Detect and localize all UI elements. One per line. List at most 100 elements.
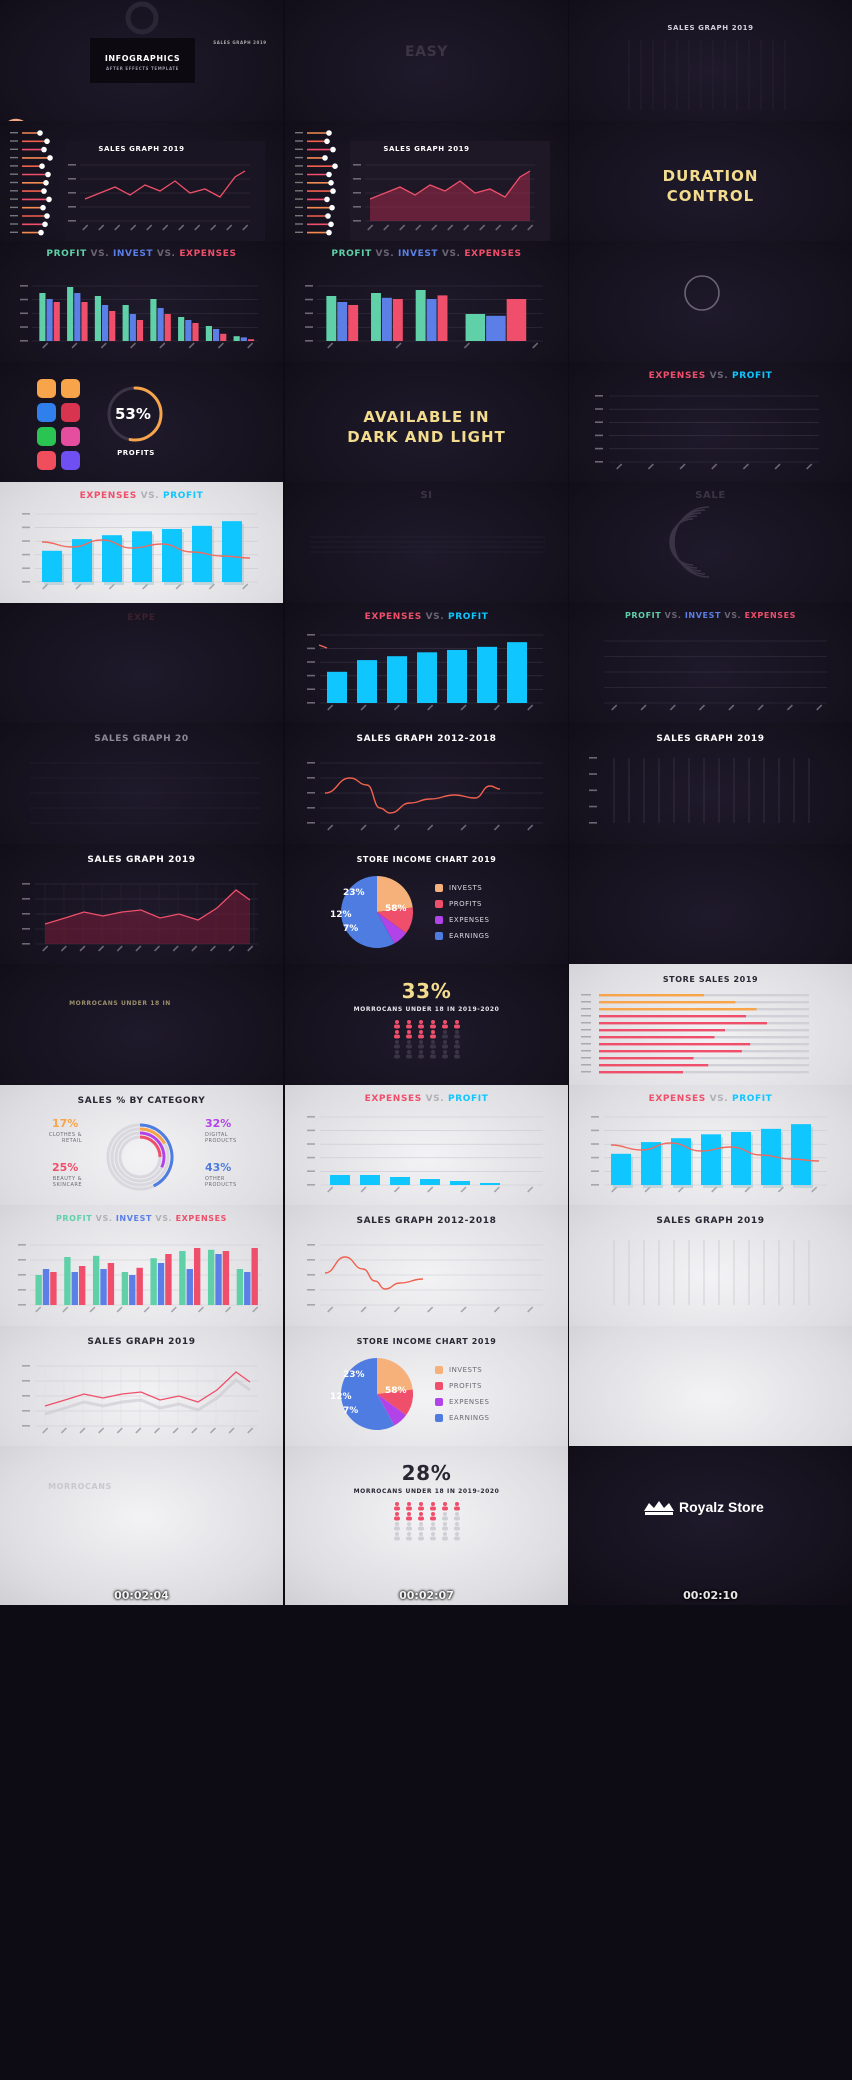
area-fill [370, 170, 530, 221]
headline-1: AVAILABLE IN [363, 407, 490, 426]
tick-label [591, 1115, 599, 1118]
tick-label [247, 342, 254, 349]
person-icon [455, 1020, 459, 1024]
app-icon[interactable] [61, 426, 80, 446]
tick-label [130, 223, 137, 231]
tick-label [217, 342, 224, 349]
tick-label [493, 703, 500, 711]
tick-label [393, 1185, 400, 1193]
person-icon [431, 1040, 435, 1044]
tick-label [22, 1394, 30, 1397]
bar [599, 1064, 709, 1067]
pie-slice [377, 911, 407, 944]
bar [507, 641, 527, 703]
arc [671, 512, 702, 572]
chart-title: STORE INCOME CHART 2019 [356, 1336, 497, 1346]
bar [129, 1275, 136, 1305]
tick-label [247, 944, 254, 952]
bar [599, 1050, 742, 1053]
tick-label [191, 1426, 198, 1434]
tick-label [42, 944, 49, 952]
title-word: PROFIT [624, 610, 662, 620]
tick-label [98, 944, 105, 952]
app-icon[interactable] [61, 402, 80, 422]
slider-handle [41, 146, 47, 152]
person-icon [443, 1040, 447, 1044]
slider-label [10, 181, 18, 183]
title-word: PROFIT [163, 491, 204, 501]
tick-label [68, 163, 76, 166]
tick-label [62, 1306, 69, 1313]
tick-label [360, 1306, 367, 1313]
slider-label [10, 197, 18, 200]
big-stat: 28% [401, 1461, 452, 1485]
video-frame-38[interactable]: 28% MORROCANS UNDER 18 IN 2019-2020 00:02:… [285, 1446, 568, 1605]
tick-label [307, 1183, 315, 1186]
app-icon[interactable] [61, 450, 80, 470]
app-icon[interactable] [61, 378, 80, 398]
app-icon[interactable] [37, 378, 56, 398]
tick-label [353, 219, 361, 222]
bar [42, 1269, 50, 1305]
tick-label [172, 1426, 179, 1434]
tick-label [327, 824, 334, 831]
tick-label [581, 1036, 591, 1038]
app-icon[interactable] [37, 426, 56, 446]
slider-label [10, 131, 18, 133]
tick-label [252, 1306, 259, 1313]
app-icon[interactable] [37, 450, 56, 470]
corner-label: SALES GRAPH 2019 [213, 40, 267, 45]
frame-graphic [106, 1123, 174, 1190]
tick-label [581, 1043, 591, 1045]
person-icon [406, 1034, 412, 1039]
person-icon [431, 1512, 435, 1516]
title-word: EXPENSES [648, 1093, 706, 1104]
person-icon [418, 1054, 424, 1059]
person-icon [431, 1050, 435, 1054]
title-word: EXPENSES [179, 249, 237, 259]
person-icon [406, 1536, 412, 1541]
video-frame-39[interactable]: Royalz Store 00:02:10 [569, 1446, 852, 1605]
person-icon [430, 1506, 436, 1511]
bar [387, 655, 407, 703]
bar [193, 1248, 201, 1305]
chart-title: PROFIT VS. INVEST VS. EXPENSES [285, 249, 568, 259]
bar [81, 302, 88, 341]
bar [417, 651, 437, 703]
person-icon [407, 1522, 411, 1526]
video-frame-37[interactable]: MORROCANS 00:02:04 [0, 1446, 283, 1605]
app-icon[interactable] [37, 402, 56, 422]
tick-label [307, 1274, 315, 1276]
tick-label [60, 944, 67, 952]
bar [207, 1249, 215, 1305]
person-icon [419, 1532, 423, 1536]
slider-label [295, 181, 303, 183]
bar [136, 1267, 143, 1305]
frame-graphic [394, 1502, 460, 1541]
bar [53, 302, 60, 341]
slider-handle [44, 138, 50, 144]
bar [50, 1272, 57, 1305]
person-icon [394, 1526, 400, 1531]
tick-label [493, 1185, 500, 1193]
tick-label [591, 1129, 599, 1131]
bar [109, 311, 116, 341]
slider-label [10, 222, 18, 225]
gauge-fill [128, 386, 163, 441]
pie-label: 12% [330, 1391, 352, 1402]
video-frame-5[interactable]: SALES GRAPH 201900:00:16 [285, 120, 568, 280]
tick-label [463, 223, 470, 231]
person-icon [395, 1040, 399, 1044]
bar [731, 1131, 751, 1185]
tick-label [360, 824, 367, 831]
slider-handle [330, 187, 336, 194]
tick-label [589, 757, 597, 759]
frame-graphic [305, 285, 543, 349]
frame-graphic [22, 1364, 258, 1434]
pie-slice [377, 906, 413, 933]
faded-label: MORROCANS [48, 1482, 112, 1491]
category-label: BEAUTY & SKINCARE [52, 1175, 82, 1188]
tick-label [247, 1426, 254, 1434]
tick-label [527, 703, 534, 711]
faded-title: SI [420, 490, 433, 501]
